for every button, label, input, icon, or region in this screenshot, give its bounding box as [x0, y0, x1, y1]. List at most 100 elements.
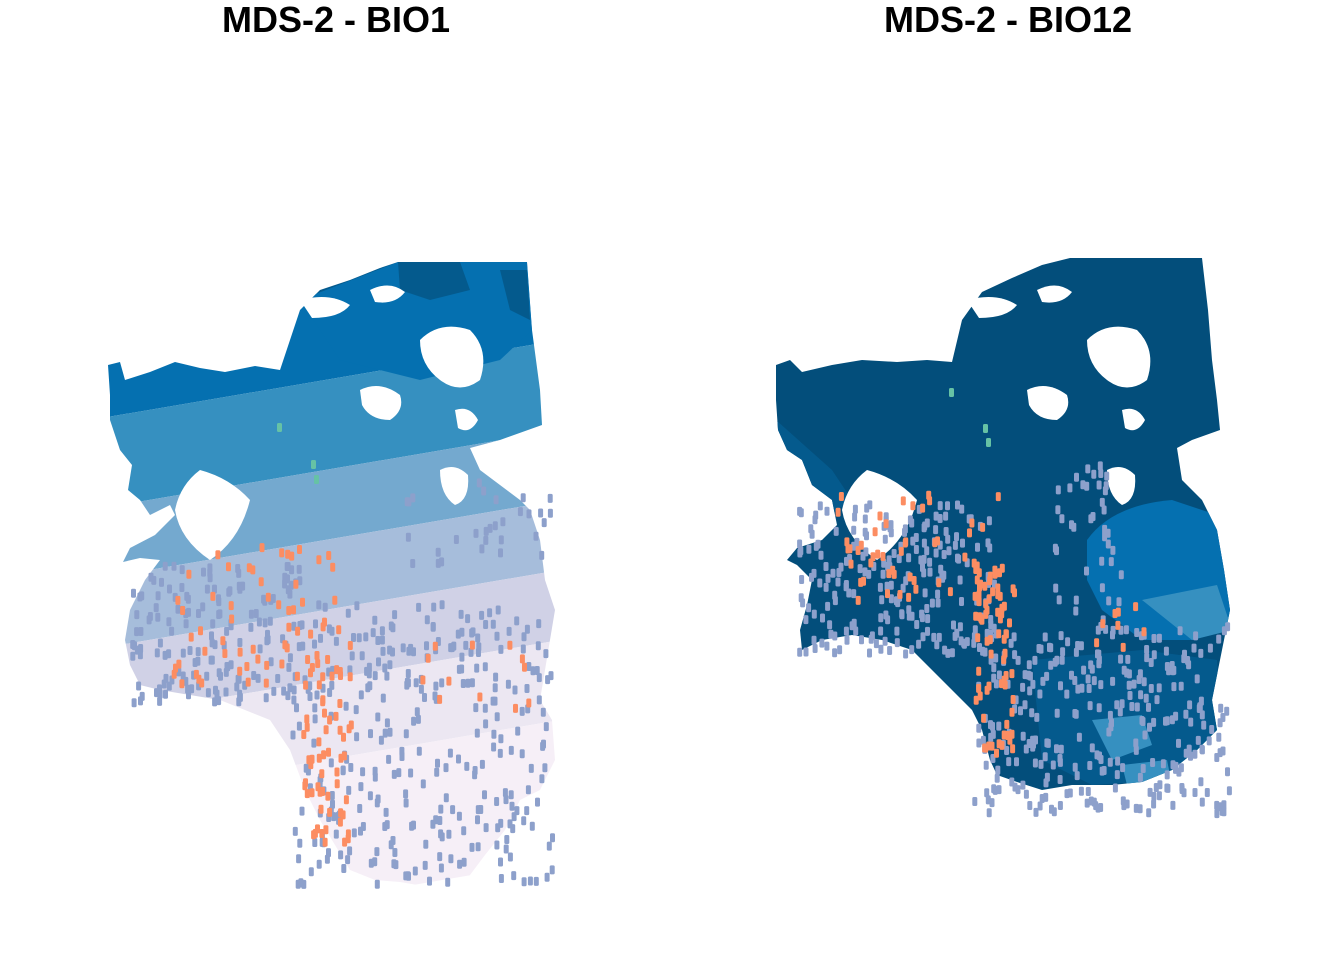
occurrence-point: [340, 810, 346, 820]
occurrence-point: [316, 555, 322, 565]
occurrence-point: [844, 537, 850, 547]
occurrence-point: [1010, 744, 1016, 754]
occurrence-point: [226, 562, 231, 572]
occurrence-point: [157, 696, 163, 706]
occurrence-point: [437, 694, 443, 704]
occurrence-point: [387, 645, 393, 655]
occurrence-point: [473, 528, 479, 538]
occurrence-point: [1067, 788, 1073, 798]
occurrence-point: [387, 660, 393, 670]
occurrence-point: [515, 726, 521, 736]
occurrence-point: [927, 567, 933, 577]
occurrence-point: [1126, 669, 1132, 679]
occurrence-point: [296, 721, 302, 731]
occurrence-point: [1109, 718, 1114, 728]
occurrence-point: [314, 690, 320, 700]
occurrence-point: [992, 569, 998, 579]
occurrence-point: [1048, 643, 1054, 653]
occurrence-point: [382, 822, 388, 831]
water-bodies-bio1: [175, 285, 484, 560]
occurrence-point: [507, 819, 513, 829]
occurrence-point: [1151, 791, 1157, 801]
occurrence-point: [498, 857, 503, 867]
occurrence-point: [797, 647, 803, 657]
occurrence-point: [430, 819, 436, 829]
occurrence-point: [1110, 625, 1116, 635]
occurrence-point: [346, 785, 352, 795]
occurrence-point: [494, 797, 500, 806]
occurrence-point: [287, 653, 293, 663]
occurrence-point: [201, 567, 206, 577]
occurrence-point: [345, 855, 351, 865]
occurrence-point: [420, 675, 426, 685]
water-body: [455, 408, 478, 431]
occurrence-point: [259, 543, 265, 553]
occurrence-point: [267, 616, 273, 626]
occurrence-point: [410, 559, 416, 568]
occurrence-point: [898, 546, 904, 556]
occurrence-point: [885, 589, 890, 599]
occurrence-point: [449, 643, 455, 653]
occurrence-point: [229, 614, 235, 624]
occurrence-point: [447, 748, 453, 758]
occurrence-point: [973, 611, 979, 621]
occurrence-point: [296, 564, 302, 574]
occurrence-point: [926, 490, 932, 500]
occurrence-point: [986, 594, 992, 604]
occurrence-point: [296, 854, 302, 864]
occurrence-point: [491, 742, 497, 752]
occurrence-point: [995, 607, 1001, 617]
occurrence-point: [464, 761, 470, 771]
occurrence-point: [972, 591, 978, 601]
occurrence-point: [546, 841, 552, 851]
occurrence-point: [1198, 777, 1204, 787]
occurrence-point: [1156, 791, 1162, 801]
occurrence-point: [939, 570, 945, 580]
occurrence-point: [200, 602, 206, 612]
occurrence-point: [888, 580, 894, 590]
occurrence-point: [403, 871, 409, 881]
occurrence-point: [1120, 796, 1126, 806]
occurrence-point: [1045, 738, 1051, 748]
occurrence-point: [326, 848, 331, 858]
occurrence-point: [883, 610, 889, 620]
occurrence-point: [536, 673, 542, 683]
occurrence-point: [925, 614, 931, 624]
occurrence-point: [319, 829, 325, 838]
occurrence-point: [403, 798, 409, 808]
occurrence-point: [334, 767, 340, 777]
occurrence-point: [913, 545, 919, 554]
occurrence-point: [977, 643, 982, 652]
occurrence-point: [318, 633, 323, 643]
occurrence-point: [341, 732, 346, 742]
occurrence-point: [1164, 770, 1170, 780]
occurrence-point: [980, 522, 986, 532]
occurrence-point: [533, 876, 539, 886]
occurrence-point: [325, 791, 331, 801]
occurrence-point: [311, 460, 316, 469]
occurrence-point: [312, 714, 318, 724]
occurrence-point: [867, 648, 872, 658]
occurrence-point: [244, 662, 250, 671]
occurrence-point: [1137, 772, 1143, 782]
occurrence-point: [495, 605, 501, 615]
occurrence-point: [992, 785, 998, 795]
occurrence-point: [138, 696, 143, 706]
occurrence-point: [347, 641, 353, 650]
occurrence-point: [984, 605, 990, 615]
water-body: [360, 386, 402, 420]
occurrence-point: [1094, 638, 1100, 648]
occurrence-point: [832, 596, 838, 606]
occurrence-point: [237, 584, 243, 594]
occurrence-point: [836, 568, 842, 577]
occurrence-point: [384, 718, 390, 728]
occurrence-point: [236, 697, 242, 707]
occurrence-point: [316, 859, 322, 869]
occurrence-point: [312, 703, 318, 713]
occurrence-point: [275, 674, 281, 683]
occurrence-point: [882, 636, 888, 646]
water-body: [1027, 386, 1069, 420]
occurrence-point: [237, 689, 243, 699]
map-title-bio1: MDS-2 - BIO1: [221, 0, 451, 40]
occurrence-point: [300, 597, 305, 607]
